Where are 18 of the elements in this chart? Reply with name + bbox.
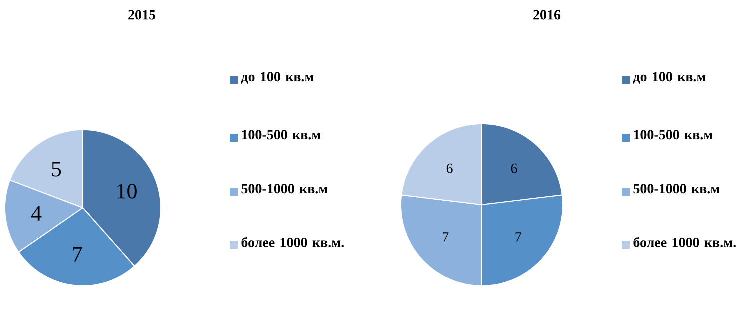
data-label: 10 <box>118 184 137 199</box>
data-label: 7 <box>443 232 449 242</box>
data-label: 4 <box>31 206 42 221</box>
legend-label: более 1000 кв.м. <box>242 237 344 248</box>
data-label: 6 <box>511 164 518 174</box>
legend-label: до 100 кв.м <box>241 72 314 84</box>
legend-label: 100-500 кв.м <box>634 130 713 140</box>
legend-label: до 100 кв.м <box>633 72 706 84</box>
data-label: 7 <box>73 247 82 262</box>
data-label: 7 <box>516 232 522 242</box>
legend-label: 100-500 кв.м <box>242 130 321 140</box>
legend-label: 500-1000 кв.м <box>242 184 328 194</box>
data-label: 6 <box>446 164 453 174</box>
data-label: 5 <box>52 162 62 177</box>
legend-label: более 1000 кв.м. <box>634 237 736 248</box>
chart-title: 2016 <box>534 10 561 20</box>
legend-label: 500-1000 кв.м <box>634 184 720 194</box>
chart-title: 2015 <box>128 10 156 20</box>
